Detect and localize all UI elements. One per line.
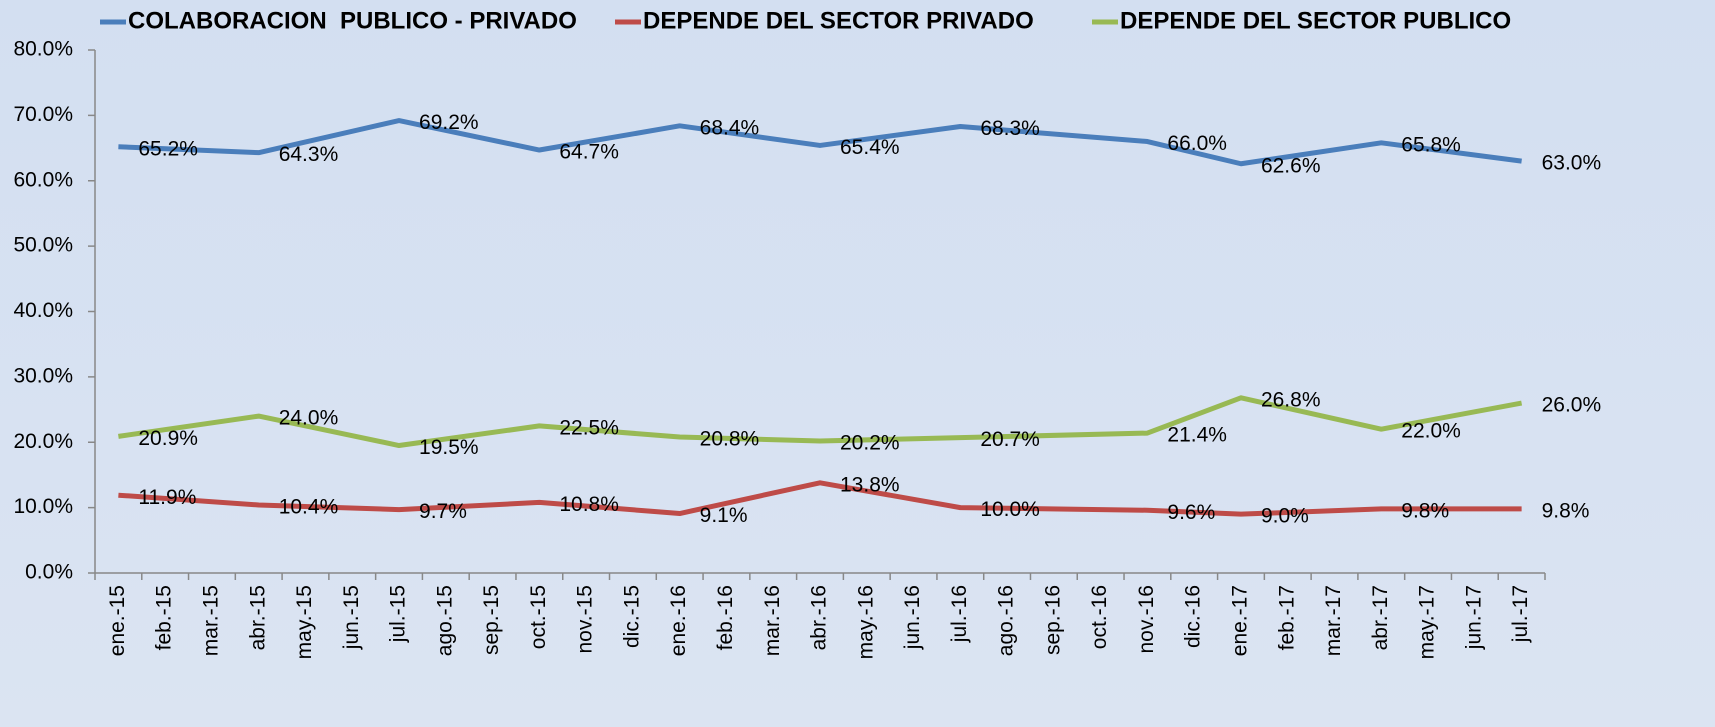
data-label: 9.7% — [419, 500, 467, 523]
x-tick-label: sep.-16 — [1041, 585, 1064, 655]
y-tick-label: 10.0% — [13, 495, 73, 518]
data-label: 20.2% — [840, 431, 900, 454]
y-tick-label: 60.0% — [13, 168, 73, 191]
y-tick-label: 0.0% — [25, 561, 73, 584]
x-tick-label: may.-17 — [1416, 585, 1439, 659]
x-tick-label: abr.-16 — [808, 585, 831, 650]
series-line — [118, 395, 1523, 449]
data-label: 10.4% — [279, 496, 339, 519]
x-tick-label: feb.-15 — [153, 585, 176, 650]
x-tick-label: nov.-16 — [1135, 585, 1158, 654]
data-label: 68.3% — [980, 117, 1040, 140]
data-label: 65.2% — [138, 137, 198, 160]
x-tick-label: feb.-16 — [714, 585, 737, 650]
data-label: 64.7% — [559, 141, 619, 164]
legend-label: COLABORACION PUBLICO - PRIVADO — [128, 7, 577, 34]
x-tick-label: ago.-16 — [995, 585, 1018, 656]
data-label: 11.9% — [138, 486, 196, 509]
y-tick-label: 80.0% — [13, 38, 73, 61]
x-tick-label: ene.-16 — [667, 585, 690, 656]
data-label: 9.0% — [1261, 505, 1309, 528]
data-label: 20.7% — [980, 428, 1040, 451]
data-label: 63.0% — [1542, 152, 1602, 175]
data-label: 9.8% — [1401, 499, 1449, 522]
series-line — [118, 118, 1522, 167]
x-tick-label: sep.-15 — [480, 585, 503, 655]
data-label: 10.0% — [980, 498, 1040, 521]
x-tick-label: ene.-17 — [1229, 585, 1252, 656]
x-tick-label: mar.-16 — [761, 585, 784, 656]
y-tick-label: 70.0% — [13, 103, 73, 126]
data-label: 9.8% — [1542, 499, 1590, 522]
y-tick-label: 20.0% — [13, 430, 73, 453]
x-tick-label: jul.-16 — [948, 585, 971, 643]
data-label: 22.5% — [559, 416, 619, 439]
x-tick-label: abr.-15 — [246, 585, 269, 650]
data-label: 69.2% — [419, 111, 479, 134]
x-tick-label: dic.-15 — [620, 585, 643, 648]
data-label: 68.4% — [700, 116, 760, 139]
data-label: 10.8% — [559, 493, 619, 516]
data-label: 13.8% — [840, 473, 900, 496]
data-label: 20.9% — [138, 427, 198, 450]
data-label: 62.6% — [1261, 154, 1321, 177]
series-line — [118, 480, 1522, 517]
x-tick-label: jun.-16 — [901, 585, 924, 650]
legend-label: DEPENDE DEL SECTOR PRIVADO — [643, 7, 1034, 34]
x-tick-label: mar.-15 — [199, 585, 222, 656]
x-tick-label: may.-15 — [293, 585, 316, 659]
x-tick-label: jun.-17 — [1462, 585, 1485, 650]
x-tick-label: jul.-15 — [387, 585, 410, 643]
x-tick-label: ago.-15 — [433, 585, 456, 656]
x-tick-label: abr.-17 — [1369, 585, 1392, 650]
data-label: 66.0% — [1167, 132, 1227, 155]
data-label: 26.0% — [1542, 394, 1602, 417]
y-tick-label: 40.0% — [13, 299, 73, 322]
x-tick-label: may.-16 — [854, 585, 877, 659]
data-label: 65.8% — [1401, 133, 1461, 156]
x-tick-label: feb.-17 — [1275, 585, 1298, 650]
x-tick-label: ene.-15 — [106, 585, 129, 656]
data-label: 20.8% — [700, 428, 760, 451]
x-tick-label: oct.-15 — [527, 585, 550, 649]
y-tick-label: 50.0% — [13, 234, 73, 257]
x-tick-label: dic.-16 — [1182, 585, 1205, 648]
data-label: 24.0% — [279, 407, 339, 430]
x-tick-label: jun.-15 — [340, 585, 363, 650]
data-label: 19.5% — [419, 436, 479, 459]
data-label: 22.0% — [1401, 420, 1461, 443]
data-label: 9.1% — [700, 504, 748, 527]
data-label: 64.3% — [279, 143, 339, 166]
legend-label: DEPENDE DEL SECTOR PUBLICO — [1120, 7, 1511, 34]
x-tick-label: oct.-16 — [1088, 585, 1111, 649]
x-tick-label: nov.-15 — [574, 585, 597, 654]
data-label: 21.4% — [1167, 424, 1227, 447]
y-tick-label: 30.0% — [13, 364, 73, 387]
x-tick-label: mar.-17 — [1322, 585, 1345, 656]
data-label: 65.4% — [840, 136, 900, 159]
data-label: 9.6% — [1167, 501, 1215, 524]
data-label: 26.8% — [1261, 388, 1321, 411]
x-tick-label: jul.-17 — [1509, 585, 1532, 643]
